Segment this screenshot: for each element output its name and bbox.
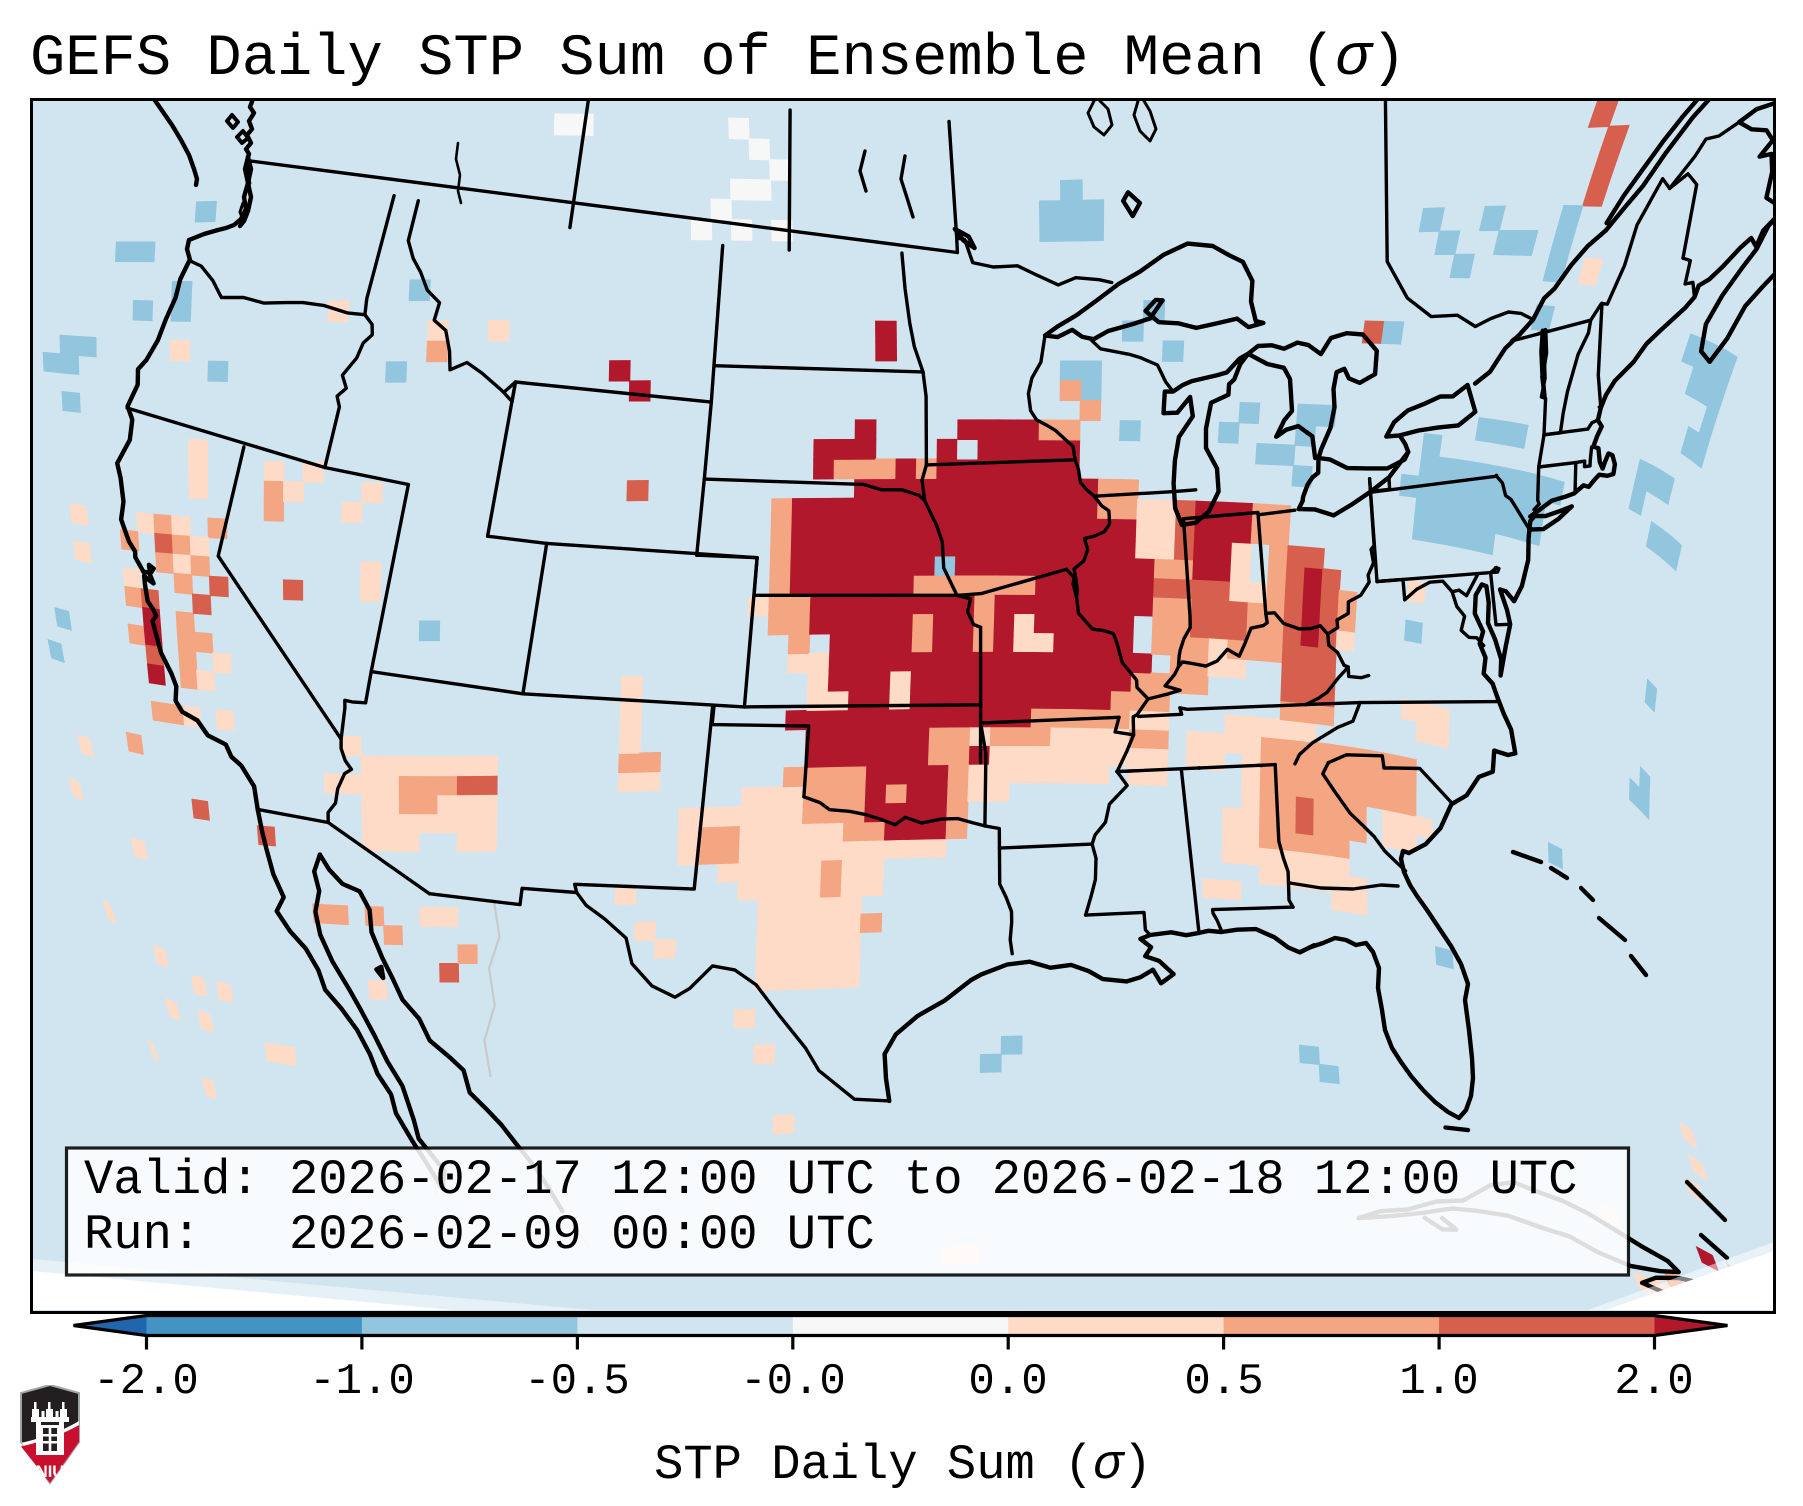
svg-text:NIU: NIU xyxy=(36,1463,64,1481)
